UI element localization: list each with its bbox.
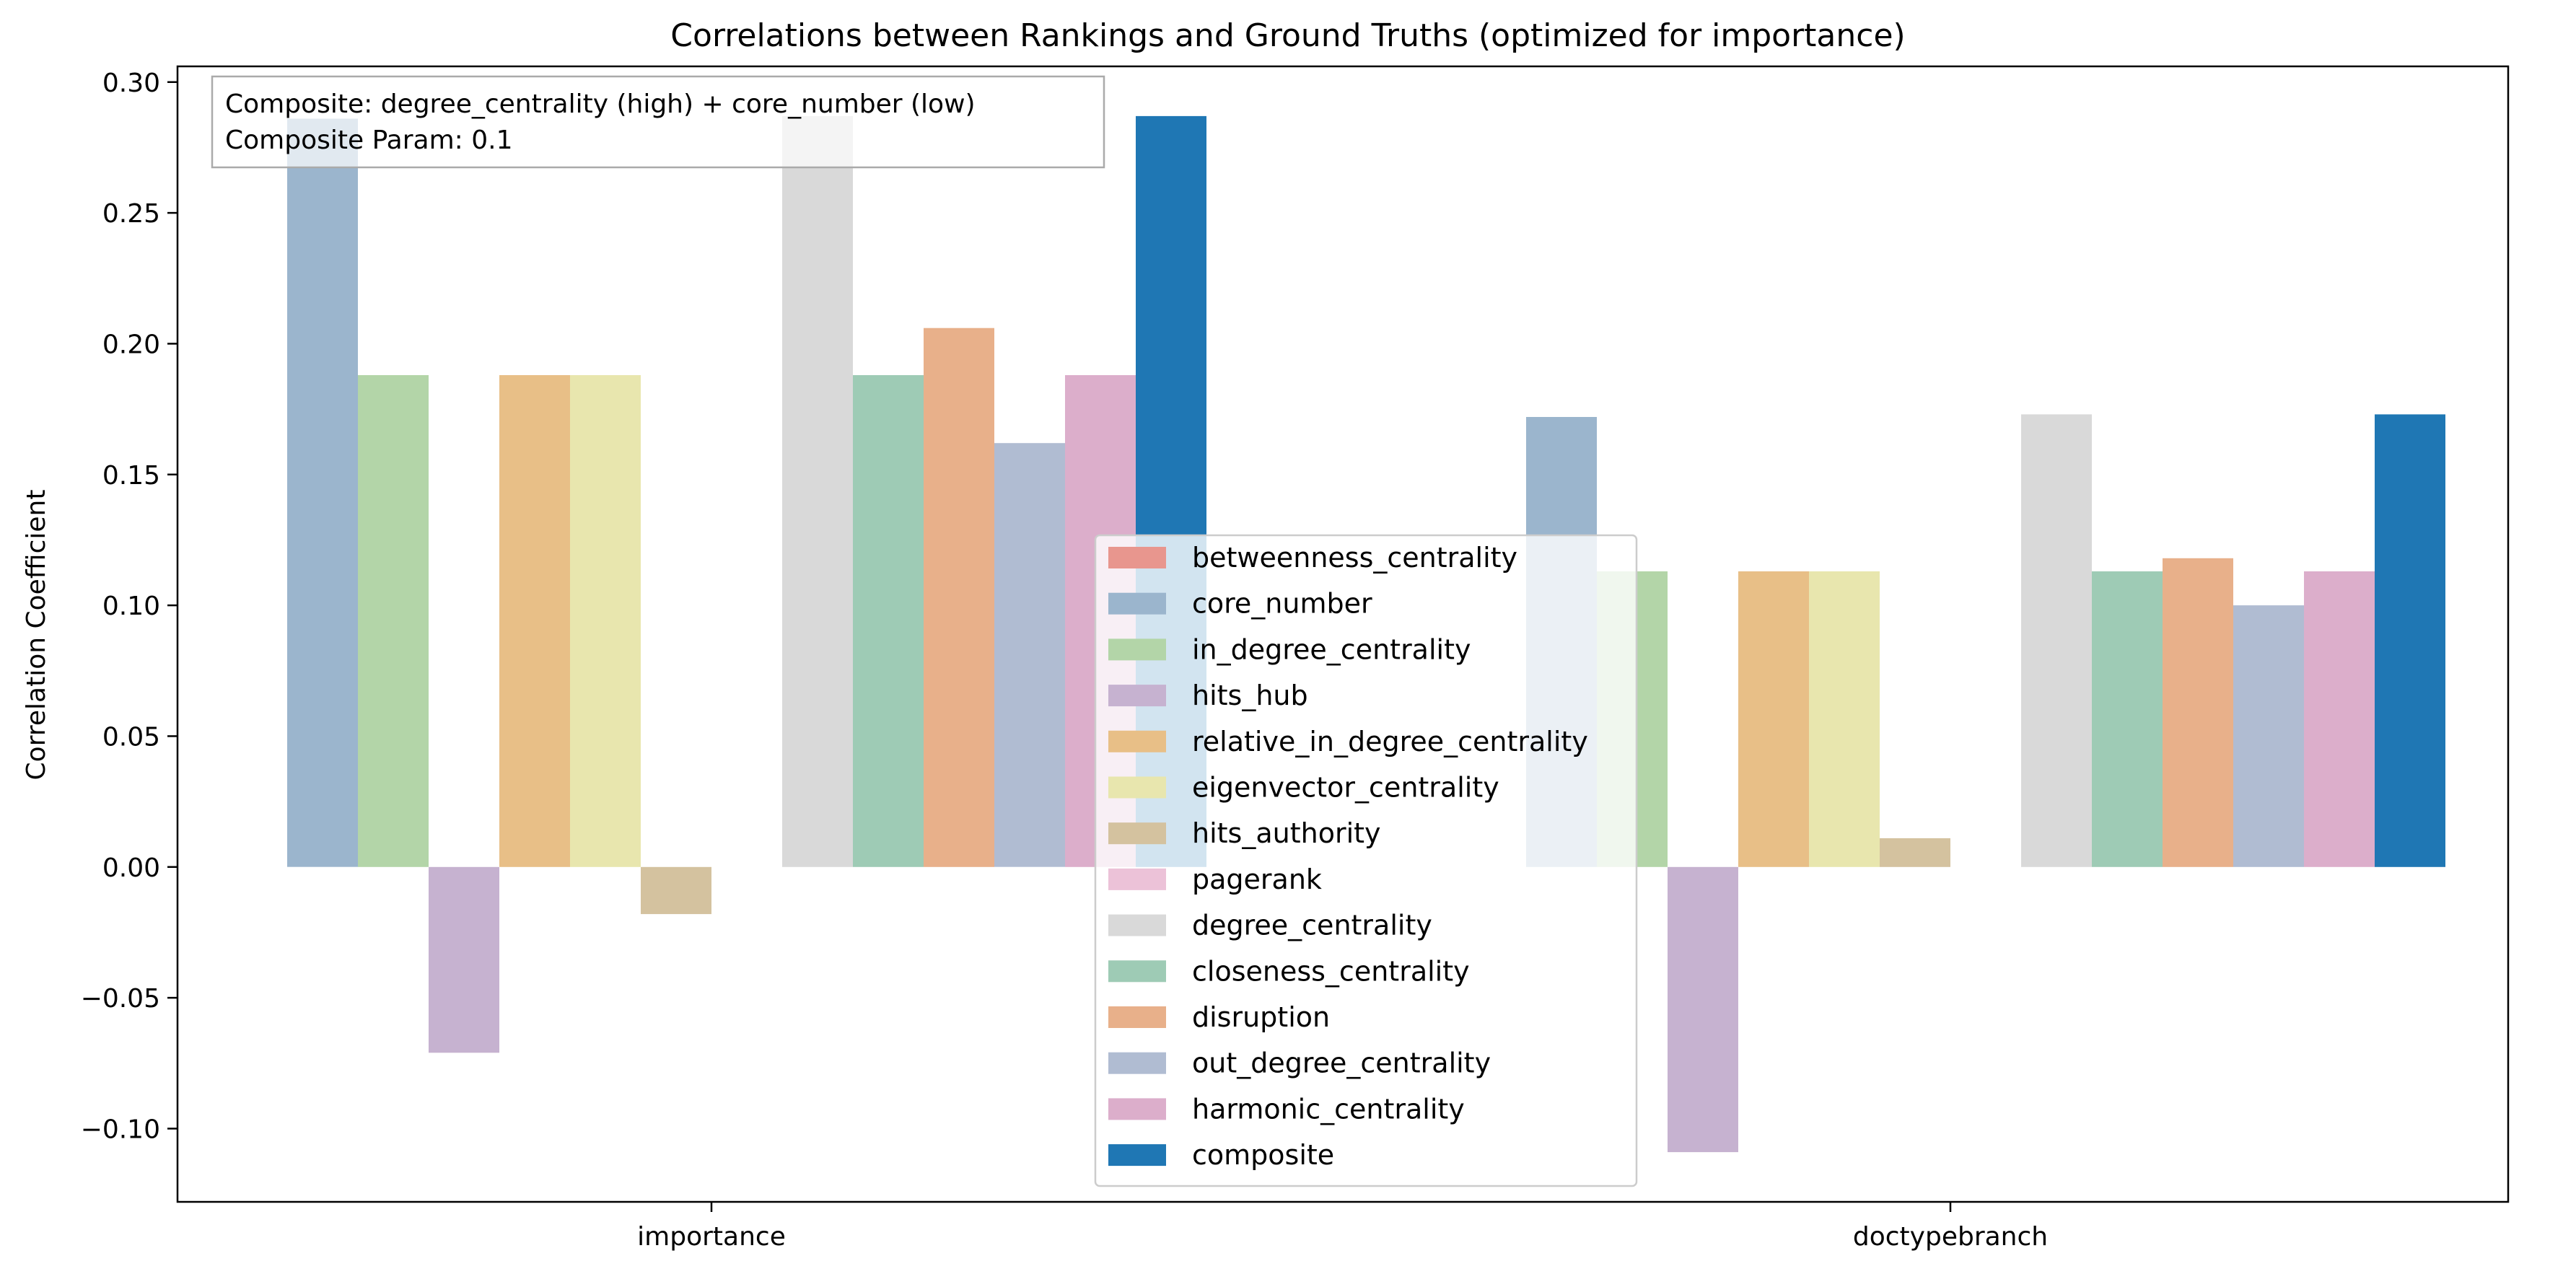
y-axis-ticks: 0.30 0.25 0.20 0.15 0.10 0.05 0.00 −0.05 −0.10: [81, 69, 178, 1144]
bar-relative_in_degree_centrality-doctypebranch: [1738, 571, 1809, 867]
legend-label-out_degree_centrality: out_degree_centrality: [1192, 1047, 1491, 1079]
y-axis-label: Correlation Coefficient: [22, 490, 51, 781]
legend-swatch-in_degree_centrality: [1108, 638, 1166, 661]
bar-in_degree_centrality-importance: [358, 375, 429, 867]
legend-swatch-core_number: [1108, 592, 1166, 615]
composite-annotation: Composite: degree_centrality (high) + co…: [211, 75, 1105, 169]
legend-swatch-hits_hub: [1108, 685, 1166, 707]
legend-label-in_degree_centrality: in_degree_centrality: [1192, 633, 1471, 665]
bar-hits_hub-importance: [429, 866, 499, 1053]
bar-eigenvector_centrality-importance: [570, 375, 641, 867]
legend-label-harmonic_centrality: harmonic_centrality: [1192, 1093, 1465, 1125]
legend-label-eigenvector_centrality: eigenvector_centrality: [1192, 772, 1499, 804]
y-tick-label: 0.05: [102, 722, 160, 752]
legend-swatch-hits_authority: [1108, 822, 1166, 845]
bar-closeness_centrality-doctypebranch: [2092, 571, 2163, 867]
legend-swatch-harmonic_centrality: [1108, 1098, 1166, 1120]
bar-eigenvector_centrality-doctypebranch: [1809, 571, 1880, 867]
legend-box: [1094, 534, 1638, 1187]
legend-swatch-relative_in_degree_centrality: [1108, 730, 1166, 752]
bar-disruption-importance: [924, 328, 994, 867]
legend-label-pagerank: pagerank: [1192, 864, 1322, 895]
bar-disruption-doctypebranch: [2163, 558, 2233, 867]
x-tick-label-doctypebranch: doctypebranch: [1853, 1222, 2048, 1252]
bar-relative_in_degree_centrality-importance: [499, 375, 570, 867]
bar-out_degree_centrality-doctypebranch: [2233, 605, 2304, 867]
x-tick-label-importance: importance: [637, 1222, 786, 1252]
legend-label-betweenness_centrality: betweenness_centrality: [1192, 542, 1517, 574]
legend-swatch-eigenvector_centrality: [1108, 776, 1166, 799]
y-tick-label: 0.25: [102, 199, 160, 229]
annotation-line-1: Composite: degree_centrality (high) + co…: [225, 89, 976, 119]
legend-swatch-out_degree_centrality: [1108, 1052, 1166, 1074]
bars: [287, 115, 2445, 1153]
y-tick-label: 0.15: [102, 461, 160, 491]
x-axis-ticks: importance doctypebranch: [637, 1202, 2048, 1252]
legend-swatch-closeness_centrality: [1108, 960, 1166, 983]
y-tick-label: 0.10: [102, 592, 160, 621]
bar-degree_centrality-doctypebranch: [2021, 414, 2092, 867]
legend-label-closeness_centrality: closeness_centrality: [1192, 955, 1470, 987]
legend-label-degree_centrality: degree_centrality: [1192, 910, 1432, 941]
legend-label-disruption: disruption: [1192, 1001, 1330, 1033]
legend-swatch-pagerank: [1108, 868, 1166, 890]
legend-swatch-composite: [1108, 1144, 1166, 1167]
y-tick-label: −0.10: [81, 1115, 160, 1144]
legend-label-relative_in_degree_centrality: relative_in_degree_centrality: [1192, 726, 1588, 757]
bar-closeness_centrality-importance: [853, 375, 924, 867]
legend: betweenness_centrality core_number in_degr…: [1094, 534, 1638, 1187]
bar-out_degree_centrality-importance: [994, 443, 1065, 867]
bar-degree_centrality-importance: [782, 115, 853, 867]
bar-hits_authority-doctypebranch: [1880, 838, 1950, 867]
annotation-line-2: Composite Param: 0.1: [225, 126, 512, 155]
legend-entries: betweenness_centrality core_number in_degr…: [1108, 542, 1588, 1171]
bar-core_number-importance: [287, 118, 358, 867]
y-tick-label: −0.05: [81, 984, 160, 1014]
legend-label-composite: composite: [1192, 1139, 1334, 1171]
plot-frame: [176, 65, 2510, 1203]
y-tick-label: 0.30: [102, 69, 160, 98]
chart-title: Correlations between Rankings and Ground…: [670, 17, 1905, 54]
legend-swatch-disruption: [1108, 1006, 1166, 1028]
y-tick-label: 0.00: [102, 853, 160, 883]
legend-label-core_number: core_number: [1192, 588, 1372, 620]
y-tick-label: 0.20: [102, 330, 160, 359]
bar-harmonic_centrality-doctypebranch: [2304, 571, 2375, 867]
bar-hits_hub-doctypebranch: [1668, 866, 1738, 1153]
legend-swatch-betweenness_centrality: [1108, 547, 1166, 568]
bar-composite-doctypebranch: [2375, 414, 2445, 867]
annotation-box: [211, 75, 1105, 169]
legend-label-hits_authority: hits_authority: [1192, 817, 1381, 849]
legend-swatch-degree_centrality: [1108, 914, 1166, 936]
bar-hits_authority-importance: [641, 866, 711, 915]
legend-label-hits_hub: hits_hub: [1192, 680, 1308, 711]
